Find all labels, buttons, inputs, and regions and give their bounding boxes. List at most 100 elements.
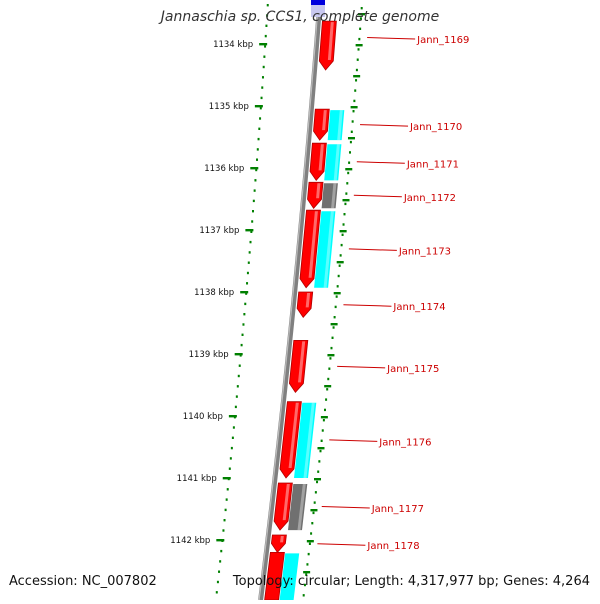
- scale-dot: [218, 570, 221, 573]
- kbp-tick-label: 1134 kbp: [213, 40, 253, 50]
- scale-dot: [246, 271, 249, 275]
- outer-dot: [333, 316, 336, 319]
- outer-dot: [326, 388, 329, 391]
- scale-dot: [266, 4, 269, 7]
- gene-label: Jann_1175: [386, 364, 439, 375]
- outer-dot: [338, 264, 341, 267]
- scale-dot: [250, 230, 253, 233]
- gray-feature-jann_1177: [288, 484, 308, 531]
- outer-dot: [352, 110, 355, 113]
- gene-label: Jann_1174: [392, 302, 445, 313]
- outer-dot: [348, 161, 351, 164]
- outer-dot: [350, 130, 353, 133]
- outer-tick: [347, 137, 355, 140]
- scale-dot: [223, 519, 226, 522]
- outer-dot: [303, 583, 306, 587]
- outer-tick: [324, 385, 332, 388]
- gene-arrow-shine: [305, 293, 311, 308]
- scale-dot: [238, 364, 241, 367]
- outer-dot: [329, 357, 332, 360]
- scale-dot: [262, 65, 265, 69]
- outer-dot: [306, 563, 309, 566]
- outer-dot: [325, 398, 328, 401]
- feature-shine: [297, 484, 306, 531]
- scale-dot: [230, 446, 233, 450]
- outer-dot: [354, 89, 357, 92]
- outer-dot: [339, 254, 342, 257]
- scale-dot: [240, 343, 243, 347]
- outer-tick: [303, 571, 311, 574]
- gene-arrow-jann_1175: [288, 339, 309, 394]
- gene-label: Jann_1173: [398, 246, 451, 257]
- kbp-tick: [222, 477, 231, 480]
- accession-text: Accession: NC_007802: [9, 574, 157, 589]
- scale-dot: [220, 549, 223, 553]
- feature-shine: [323, 211, 334, 288]
- scale-dot: [263, 55, 266, 58]
- outer-dot: [337, 274, 340, 278]
- kbp-tick: [240, 291, 249, 294]
- outer-dot: [349, 151, 352, 154]
- genome-title: Jannaschia sp. CCS1, complete genome: [160, 9, 440, 25]
- outer-dot: [323, 408, 326, 412]
- gene-leader-line: [317, 543, 366, 546]
- gray-feature-jann_1172: [321, 183, 338, 209]
- cyan-feature-jann_1176: [294, 402, 317, 478]
- outer-dot: [346, 182, 349, 185]
- gene-arrow-shine: [280, 536, 284, 543]
- outer-dot: [305, 573, 308, 576]
- outer-tick: [320, 416, 328, 419]
- scale-dot: [239, 354, 242, 357]
- outer-dot: [328, 367, 331, 370]
- feature-shine: [303, 402, 315, 478]
- gene-arrow-jann_1171: [309, 142, 327, 182]
- genome-backbone: [258, 0, 323, 601]
- cyan-feature-jann_1173: [314, 211, 336, 288]
- scale-dot: [228, 467, 231, 470]
- gene-arrow-shine: [318, 144, 324, 171]
- partial-gene-top: [311, 0, 325, 5]
- outer-tick: [330, 323, 338, 326]
- outer-dot: [313, 501, 316, 504]
- scale-dot: [242, 323, 245, 326]
- outer-dot: [356, 58, 359, 61]
- gene-leader-line: [353, 194, 402, 198]
- outer-tick: [358, 13, 366, 16]
- gene-leader-line: [343, 304, 392, 307]
- gene-label: Jann_1177: [371, 504, 424, 515]
- outer-dot: [322, 419, 325, 422]
- gene-label: Jann_1176: [378, 437, 431, 448]
- gene-arrow-shine: [322, 110, 327, 131]
- gene-leader-line: [337, 365, 386, 369]
- outer-dot: [357, 48, 360, 51]
- outer-dot: [359, 27, 362, 30]
- scale-dot: [246, 282, 249, 285]
- scale-dot: [224, 508, 227, 512]
- scale-dot: [261, 76, 264, 79]
- scale-dot: [264, 34, 267, 38]
- scale-dot: [219, 560, 222, 563]
- scale-dot: [247, 261, 250, 264]
- feature-shine: [333, 144, 340, 181]
- scale-dot: [258, 127, 261, 130]
- outer-dot: [359, 17, 362, 20]
- scale-dot: [256, 148, 259, 151]
- gene-leader-line: [367, 37, 416, 40]
- scale-dot: [261, 86, 264, 89]
- outer-dot: [317, 470, 320, 473]
- kbp-tick: [228, 415, 237, 418]
- gene-label: Jann_1178: [366, 541, 419, 552]
- outer-dot: [358, 37, 361, 41]
- gene-arrow-shine: [316, 183, 321, 199]
- scale-dot: [266, 14, 269, 17]
- outer-dot: [355, 68, 358, 72]
- outer-dot: [340, 243, 343, 247]
- outer-dot: [351, 120, 354, 123]
- outer-dot: [332, 326, 335, 329]
- outer-dot: [355, 79, 358, 82]
- outer-dot: [318, 460, 321, 463]
- outer-dot: [353, 99, 356, 103]
- scale-dot: [225, 498, 228, 501]
- outer-tick: [350, 106, 358, 109]
